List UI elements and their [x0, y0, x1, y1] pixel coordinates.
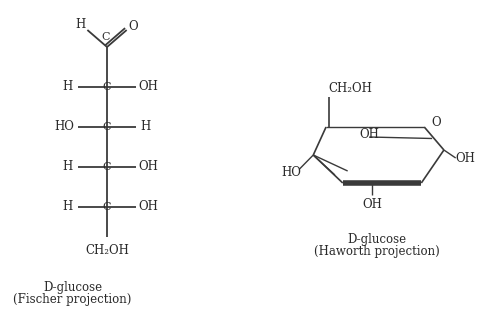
Text: D-glucose: D-glucose [43, 280, 102, 293]
Text: H: H [63, 201, 73, 214]
Text: (Haworth projection): (Haworth projection) [314, 245, 440, 258]
Text: H: H [140, 121, 151, 134]
Text: C: C [103, 82, 111, 92]
Text: D-glucose: D-glucose [348, 233, 407, 246]
Text: C: C [103, 202, 111, 212]
Text: OH: OH [455, 151, 475, 164]
Text: OH: OH [359, 128, 379, 141]
Text: OH: OH [362, 199, 382, 212]
Text: C: C [103, 122, 111, 132]
Text: O: O [129, 20, 138, 32]
Text: HO: HO [54, 121, 74, 134]
Text: CH₂OH: CH₂OH [85, 244, 129, 257]
Text: H: H [63, 161, 73, 174]
Text: HO: HO [282, 166, 302, 179]
Text: OH: OH [138, 201, 158, 214]
Text: O: O [431, 115, 441, 128]
Text: OH: OH [138, 81, 158, 94]
Text: C: C [103, 162, 111, 172]
Text: C: C [102, 32, 110, 42]
Text: (Fischer projection): (Fischer projection) [13, 292, 132, 306]
Text: H: H [76, 19, 85, 32]
Text: CH₂OH: CH₂OH [329, 83, 372, 96]
Text: OH: OH [138, 161, 158, 174]
Text: H: H [63, 81, 73, 94]
